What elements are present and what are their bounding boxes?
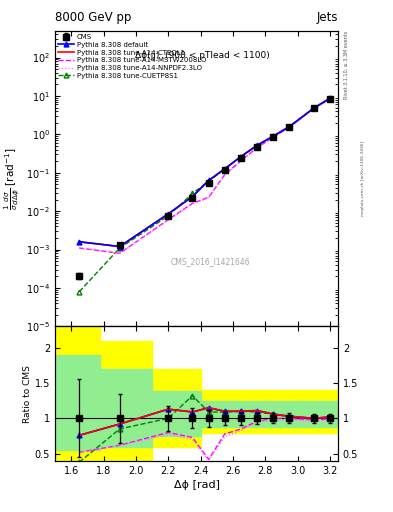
Pythia 8.308 tune-CUETP8S1 bbox=[327, 95, 332, 101]
Pythia 8.308 tune-A14-NNPDF2.3LO bbox=[327, 96, 332, 102]
Pythia 8.308 tune-A14-MSTW2008LO bbox=[118, 250, 122, 257]
Pythia 8.308 tune-A14-CTEQL1 bbox=[271, 133, 275, 139]
Pythia 8.308 tune-A14-NNPDF2.3LO bbox=[271, 135, 275, 141]
Pythia 8.308 tune-A14-CTEQL1 bbox=[287, 123, 292, 130]
Pythia 8.308 tune-CUETP8S1 bbox=[271, 133, 275, 139]
Pythia 8.308 default bbox=[327, 95, 332, 101]
Pythia 8.308 tune-A14-CTEQL1 bbox=[190, 194, 195, 200]
Pythia 8.308 tune-CUETP8S1 bbox=[118, 245, 122, 251]
Pythia 8.308 tune-CUETP8S1 bbox=[255, 142, 259, 148]
Pythia 8.308 tune-CUETP8S1 bbox=[206, 178, 211, 184]
Pythia 8.308 tune-A14-NNPDF2.3LO bbox=[311, 106, 316, 112]
Pythia 8.308 tune-CUETP8S1 bbox=[311, 105, 316, 111]
X-axis label: Δϕ [rad]: Δϕ [rad] bbox=[173, 480, 220, 490]
Pythia 8.308 tune-A14-CTEQL1 bbox=[239, 154, 243, 160]
Pythia 8.308 tune-A14-MSTW2008LO bbox=[166, 217, 171, 223]
Pythia 8.308 tune-A14-MSTW2008LO bbox=[222, 172, 227, 178]
Pythia 8.308 tune-CUETP8S1 bbox=[287, 124, 292, 130]
Text: CMS_2016_I1421646: CMS_2016_I1421646 bbox=[171, 257, 250, 266]
Pythia 8.308 tune-A14-CTEQL1 bbox=[222, 166, 227, 172]
Pythia 8.308 tune-A14-CTEQL1 bbox=[327, 95, 332, 101]
Pythia 8.308 default bbox=[311, 105, 316, 111]
Pythia 8.308 tune-A14-NNPDF2.3LO bbox=[222, 173, 227, 179]
Pythia 8.308 tune-A14-CTEQL1 bbox=[77, 239, 82, 245]
Pythia 8.308 default bbox=[255, 142, 259, 148]
Pythia 8.308 default bbox=[222, 166, 227, 172]
Legend: CMS, Pythia 8.308 default, Pythia 8.308 tune-A14-CTEQL1, Pythia 8.308 tune-A14-M: CMS, Pythia 8.308 default, Pythia 8.308 … bbox=[57, 33, 208, 80]
Pythia 8.308 tune-A14-MSTW2008LO bbox=[239, 158, 243, 164]
Pythia 8.308 tune-A14-NNPDF2.3LO bbox=[190, 201, 195, 207]
Pythia 8.308 tune-CUETP8S1 bbox=[77, 289, 82, 295]
Pythia 8.308 tune-A14-MSTW2008LO bbox=[255, 144, 259, 151]
Pythia 8.308 default bbox=[77, 239, 82, 245]
Line: Pythia 8.308 tune-A14-NNPDF2.3LO: Pythia 8.308 tune-A14-NNPDF2.3LO bbox=[79, 99, 330, 253]
Pythia 8.308 tune-A14-MSTW2008LO bbox=[206, 194, 211, 200]
Line: Pythia 8.308 tune-CUETP8S1: Pythia 8.308 tune-CUETP8S1 bbox=[77, 96, 332, 294]
Pythia 8.308 tune-A14-MSTW2008LO bbox=[311, 105, 316, 112]
Pythia 8.308 default bbox=[239, 154, 243, 160]
Pythia 8.308 tune-A14-NNPDF2.3LO bbox=[118, 250, 122, 257]
Pythia 8.308 tune-A14-CTEQL1 bbox=[166, 211, 171, 217]
Pythia 8.308 tune-CUETP8S1 bbox=[190, 190, 195, 197]
Line: Pythia 8.308 tune-A14-CTEQL1: Pythia 8.308 tune-A14-CTEQL1 bbox=[79, 98, 330, 247]
Pythia 8.308 tune-A14-MSTW2008LO bbox=[271, 134, 275, 140]
Pythia 8.308 tune-A14-NNPDF2.3LO bbox=[166, 217, 171, 223]
Line: Pythia 8.308 tune-A14-MSTW2008LO: Pythia 8.308 tune-A14-MSTW2008LO bbox=[79, 99, 330, 253]
Pythia 8.308 tune-A14-NNPDF2.3LO bbox=[239, 158, 243, 164]
Pythia 8.308 tune-A14-CTEQL1 bbox=[118, 244, 122, 250]
Pythia 8.308 tune-A14-CTEQL1 bbox=[206, 178, 211, 184]
Pythia 8.308 tune-A14-MSTW2008LO bbox=[327, 96, 332, 102]
Pythia 8.308 tune-CUETP8S1 bbox=[239, 154, 243, 160]
Pythia 8.308 default bbox=[190, 194, 195, 200]
Pythia 8.308 tune-A14-CTEQL1 bbox=[311, 105, 316, 111]
Pythia 8.308 tune-CUETP8S1 bbox=[222, 166, 227, 172]
Pythia 8.308 default bbox=[287, 123, 292, 130]
Pythia 8.308 tune-A14-CTEQL1 bbox=[255, 142, 259, 148]
Pythia 8.308 default bbox=[206, 178, 211, 184]
Pythia 8.308 tune-A14-NNPDF2.3LO bbox=[287, 124, 292, 131]
Pythia 8.308 tune-A14-MSTW2008LO bbox=[77, 245, 82, 251]
Pythia 8.308 tune-A14-NNPDF2.3LO bbox=[255, 145, 259, 151]
Pythia 8.308 tune-A14-MSTW2008LO bbox=[190, 200, 195, 206]
Pythia 8.308 tune-A14-NNPDF2.3LO bbox=[206, 195, 211, 201]
Y-axis label: $\frac{1}{\sigma}\frac{d\sigma}{d\Delta\phi}$ [rad$^{-1}$]: $\frac{1}{\sigma}\frac{d\sigma}{d\Delta\… bbox=[3, 147, 22, 210]
Pythia 8.308 default bbox=[271, 133, 275, 139]
Text: Rivet 3.1.10, ≥ 3.3M events: Rivet 3.1.10, ≥ 3.3M events bbox=[343, 31, 349, 99]
Pythia 8.308 default bbox=[118, 244, 122, 250]
Text: Jets: Jets bbox=[316, 11, 338, 25]
Line: Pythia 8.308 default: Pythia 8.308 default bbox=[77, 96, 332, 249]
Text: mcplots.cern.ch [arXiv:1306.3436]: mcplots.cern.ch [arXiv:1306.3436] bbox=[361, 141, 365, 216]
Pythia 8.308 tune-CUETP8S1 bbox=[166, 213, 171, 219]
Text: 8000 GeV pp: 8000 GeV pp bbox=[55, 11, 131, 25]
Text: Δϕ(jj)  (900 < pTlead < 1100): Δϕ(jj) (900 < pTlead < 1100) bbox=[135, 51, 270, 60]
Y-axis label: Ratio to CMS: Ratio to CMS bbox=[23, 365, 32, 422]
Pythia 8.308 tune-A14-MSTW2008LO bbox=[287, 124, 292, 130]
Pythia 8.308 tune-A14-NNPDF2.3LO bbox=[77, 245, 82, 251]
Pythia 8.308 default bbox=[166, 211, 171, 217]
